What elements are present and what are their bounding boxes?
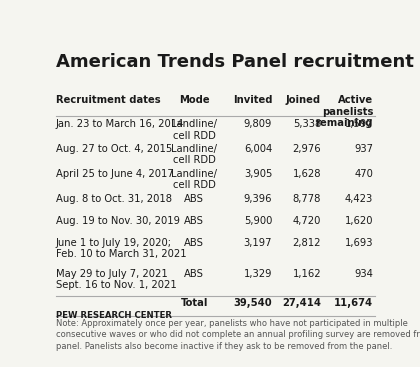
Text: Jan. 23 to March 16, 2014: Jan. 23 to March 16, 2014 [56, 119, 184, 129]
Text: Aug. 19 to Nov. 30, 2019: Aug. 19 to Nov. 30, 2019 [56, 215, 180, 226]
Text: PEW RESEARCH CENTER: PEW RESEARCH CENTER [56, 312, 172, 320]
Text: ABS: ABS [184, 269, 204, 279]
Text: 4,720: 4,720 [293, 215, 321, 226]
Text: American Trends Panel recruitment surveys: American Trends Panel recruitment survey… [56, 52, 420, 70]
Text: ABS: ABS [184, 215, 204, 226]
Text: 5,900: 5,900 [244, 215, 272, 226]
Text: 39,540: 39,540 [234, 298, 272, 308]
Text: 27,414: 27,414 [282, 298, 321, 308]
Text: 3,197: 3,197 [244, 237, 272, 248]
Text: ABS: ABS [184, 237, 204, 248]
Text: ABS: ABS [184, 193, 204, 204]
Text: Aug. 27 to Oct. 4, 2015: Aug. 27 to Oct. 4, 2015 [56, 144, 172, 154]
Text: Recruitment dates: Recruitment dates [56, 95, 160, 105]
Text: Aug. 8 to Oct. 31, 2018: Aug. 8 to Oct. 31, 2018 [56, 193, 172, 204]
Text: 2,976: 2,976 [292, 144, 321, 154]
Text: 2,812: 2,812 [293, 237, 321, 248]
Text: 1,162: 1,162 [292, 269, 321, 279]
Text: 9,809: 9,809 [244, 119, 272, 129]
Text: 934: 934 [354, 269, 373, 279]
Text: 937: 937 [354, 144, 373, 154]
Text: 11,674: 11,674 [334, 298, 373, 308]
Text: Landline/
cell RDD: Landline/ cell RDD [171, 119, 217, 141]
Text: 8,778: 8,778 [293, 193, 321, 204]
Text: Joined: Joined [286, 95, 321, 105]
Text: 1,620: 1,620 [345, 215, 373, 226]
Text: 1,597: 1,597 [344, 119, 373, 129]
Text: May 29 to July 7, 2021
Sept. 16 to Nov. 1, 2021: May 29 to July 7, 2021 Sept. 16 to Nov. … [56, 269, 176, 290]
Text: Landline/
cell RDD: Landline/ cell RDD [171, 144, 217, 166]
Text: April 25 to June 4, 2017: April 25 to June 4, 2017 [56, 169, 173, 179]
Text: June 1 to July 19, 2020;
Feb. 10 to March 31, 2021: June 1 to July 19, 2020; Feb. 10 to Marc… [56, 237, 186, 259]
Text: 3,905: 3,905 [244, 169, 272, 179]
Text: Invited: Invited [233, 95, 272, 105]
Text: 1,693: 1,693 [345, 237, 373, 248]
Text: 4,423: 4,423 [345, 193, 373, 204]
Text: Active
panelists
remaining: Active panelists remaining [315, 95, 373, 128]
Text: 1,628: 1,628 [293, 169, 321, 179]
Text: Mode: Mode [179, 95, 210, 105]
Text: 6,004: 6,004 [244, 144, 272, 154]
Text: 9,396: 9,396 [244, 193, 272, 204]
Text: Landline/
cell RDD: Landline/ cell RDD [171, 169, 217, 190]
Text: 1,329: 1,329 [244, 269, 272, 279]
Text: Note: Approximately once per year, panelists who have not participated in multip: Note: Approximately once per year, panel… [56, 319, 420, 350]
Text: Total: Total [181, 298, 208, 308]
Text: 5,338: 5,338 [293, 119, 321, 129]
Text: 470: 470 [354, 169, 373, 179]
